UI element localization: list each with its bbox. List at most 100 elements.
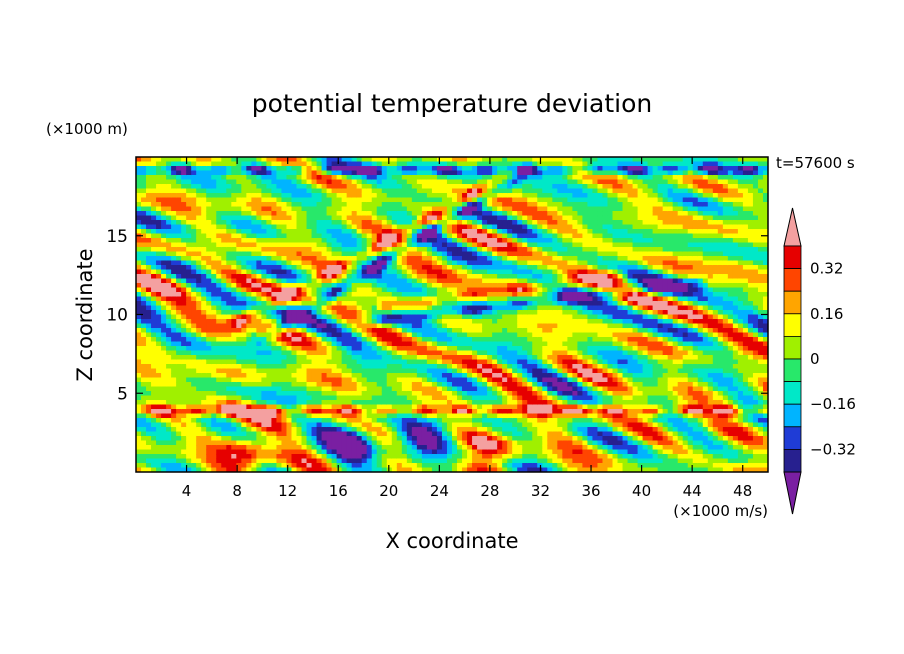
contour-cell <box>316 202 323 208</box>
contour-cell <box>291 337 298 343</box>
contour-cell <box>251 269 257 275</box>
contour-cell <box>196 296 202 302</box>
contour-cell <box>341 238 348 244</box>
contour-cell <box>226 224 232 230</box>
contour-cell <box>361 229 368 235</box>
contour-cell <box>311 350 318 356</box>
contour-cell <box>136 422 142 428</box>
contour-cell <box>467 242 473 248</box>
contour-cell <box>482 215 488 221</box>
contour-cell <box>487 440 493 446</box>
contour-cell <box>281 463 288 469</box>
contour-cell <box>221 220 227 226</box>
contour-cell <box>467 355 473 361</box>
contour-cell <box>321 314 328 320</box>
contour-cell <box>256 157 262 163</box>
contour-cell <box>311 355 318 361</box>
contour-cell <box>416 355 423 361</box>
contour-cell <box>371 215 378 221</box>
contour-cell <box>171 256 177 262</box>
contour-cell <box>351 373 358 379</box>
contour-cell <box>457 431 463 437</box>
contour-cell <box>251 251 257 257</box>
contour-cell <box>431 445 438 451</box>
contour-cell <box>261 386 268 392</box>
contour-cell <box>462 440 468 446</box>
contour-cell <box>246 445 252 451</box>
contour-cell <box>296 337 303 343</box>
contour-cell <box>467 206 473 212</box>
contour-cell <box>181 337 187 343</box>
contour-cell <box>226 409 232 415</box>
contour-cell <box>296 436 303 442</box>
contour-cell <box>151 445 157 451</box>
contour-cell <box>186 319 192 325</box>
contour-cell <box>141 301 147 307</box>
contour-cell <box>452 346 458 352</box>
contour-cell <box>391 215 398 221</box>
contour-cell <box>186 395 192 401</box>
contour-cell <box>452 206 458 212</box>
contour-cell <box>462 449 468 455</box>
contour-cell <box>296 346 303 352</box>
contour-cell <box>276 211 283 217</box>
contour-cell <box>401 341 408 347</box>
contour-cell <box>336 400 343 406</box>
contour-cell <box>331 251 338 257</box>
contour-cell <box>181 301 187 307</box>
contour-cell <box>276 355 283 361</box>
contour-cell <box>301 463 308 469</box>
contour-cell <box>206 418 212 424</box>
contour-cell <box>156 319 162 325</box>
contour-cell <box>201 220 207 226</box>
contour-cell <box>311 341 318 347</box>
contour-cell <box>421 454 428 460</box>
contour-cell <box>151 368 157 374</box>
contour-cell <box>446 265 453 271</box>
contour-cell <box>176 337 182 343</box>
contour-cell <box>426 184 433 190</box>
contour-cell <box>171 220 177 226</box>
contour-cell <box>366 175 373 181</box>
contour-cell <box>477 337 483 343</box>
contour-cell <box>306 449 313 455</box>
contour-cell <box>351 386 358 392</box>
contour-cell <box>452 368 458 374</box>
contour-cell <box>336 269 343 275</box>
contour-cell <box>256 265 262 271</box>
contour-cell <box>336 314 343 320</box>
contour-cell <box>441 449 448 455</box>
contour-cell <box>141 337 147 343</box>
contour-cell <box>386 301 393 307</box>
contour-cell <box>452 440 458 446</box>
contour-cell <box>386 400 393 406</box>
contour-cell <box>457 220 463 226</box>
contour-cell <box>166 301 172 307</box>
contour-cell <box>286 355 293 361</box>
contour-cell <box>336 458 343 464</box>
contour-cell <box>462 215 468 221</box>
contour-cell <box>462 463 468 469</box>
contour-cell <box>146 269 152 275</box>
contour-cell <box>452 373 458 379</box>
contour-cell <box>457 458 463 464</box>
contour-cell <box>176 242 182 248</box>
contour-cell <box>256 206 262 212</box>
contour-cell <box>411 238 418 244</box>
contour-cell <box>146 184 152 190</box>
contour-cell <box>406 301 413 307</box>
contour-cell <box>151 292 157 298</box>
contour-cell <box>231 278 237 284</box>
contour-cell <box>191 197 197 203</box>
contour-cell <box>411 247 418 253</box>
contour-cell <box>396 418 403 424</box>
contour-cell <box>226 364 232 370</box>
contour-cell <box>477 269 483 275</box>
contour-cell <box>216 404 222 410</box>
contour-cell <box>316 215 323 221</box>
contour-cell <box>457 256 463 262</box>
contour-cell <box>316 395 323 401</box>
contour-cell <box>261 170 268 176</box>
contour-cell <box>406 431 413 437</box>
contour-cell <box>361 359 368 365</box>
